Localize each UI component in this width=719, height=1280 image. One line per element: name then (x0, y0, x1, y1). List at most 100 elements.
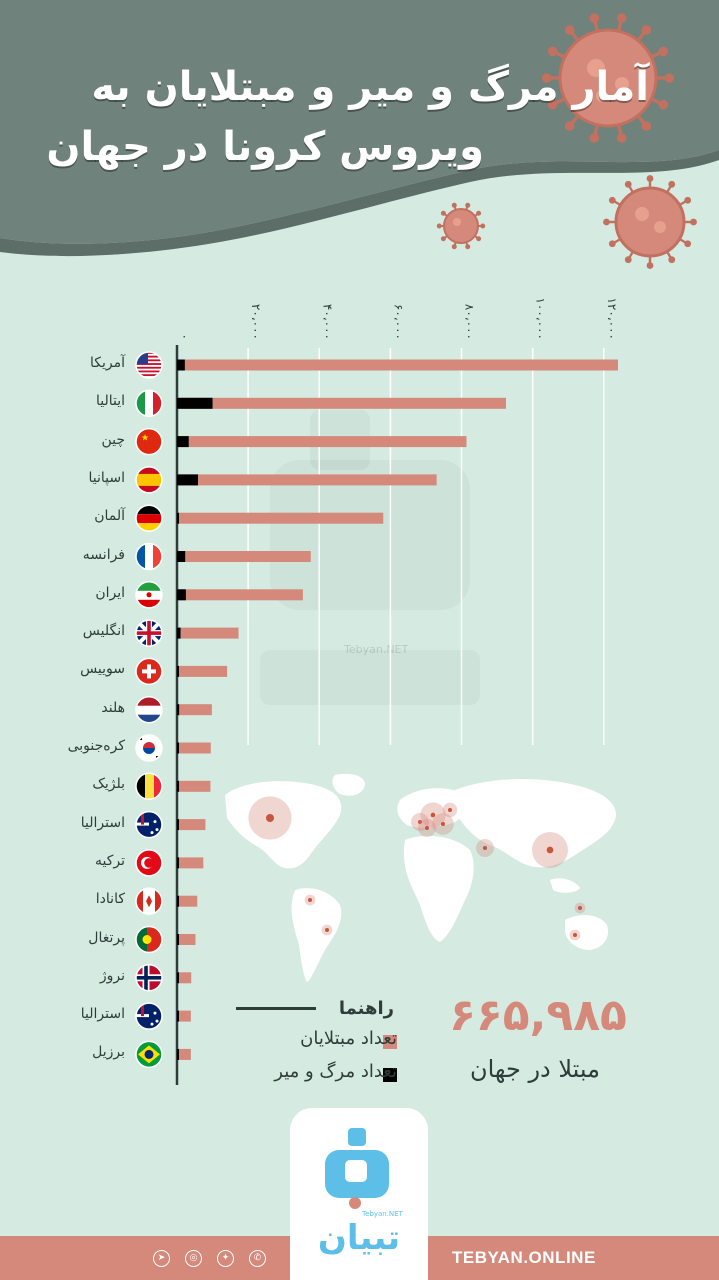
site-url[interactable]: TEBYAN.ONLINE (452, 1248, 596, 1267)
bar-deaths (177, 551, 186, 562)
country-label: ایتالیا (95, 393, 125, 410)
bar-cases (177, 436, 467, 448)
watermark-text: Tebyan.NET (344, 643, 409, 656)
country-label: برزیل (92, 1044, 125, 1061)
bar-deaths (177, 627, 181, 639)
country-label: کره‌جنوبی (67, 738, 125, 754)
x-tick-label: ۱۲۰،۰۰۰ (605, 297, 619, 340)
page-title-line-1: آمار مرگ و میر و مبتلایان به (91, 64, 649, 110)
country-label: فرانسه (82, 546, 125, 563)
us-flag-icon (135, 351, 163, 379)
country-label: چین (101, 431, 125, 448)
country-label: پرتغال (88, 929, 125, 946)
tebyan-logo-card[interactable]: Tebyan.NET تبیان (290, 1108, 428, 1280)
bar-deaths (177, 742, 179, 754)
country-label: هلند (101, 699, 125, 716)
bar-deaths (177, 665, 179, 677)
bar-cases (177, 895, 198, 907)
map-hotspot (573, 933, 577, 937)
map-hotspot (483, 846, 487, 850)
bar-deaths (177, 934, 179, 945)
country-label: آلمان (94, 508, 125, 525)
south-korea-flag-icon (135, 734, 163, 762)
turkey-flag-icon (135, 849, 163, 877)
bar-cases (177, 1048, 191, 1060)
x-tick-label: ۱۰۰،۰۰۰ (534, 297, 548, 340)
brazil-flag-icon (135, 1040, 163, 1069)
country-label: سوییس (80, 661, 125, 678)
bar-cases (177, 934, 196, 945)
map-hotspot (418, 820, 422, 824)
x-tick-label: ۸۰،۰۰۰ (463, 304, 477, 340)
switzerland-flag-icon (135, 657, 163, 686)
total-cases-number: ۶۶۵,۹۸۵ (449, 990, 627, 1041)
map-hotspot (325, 928, 329, 932)
bar-chart: ۰ ۲۰،۰۰۰ ۴۰،۰۰۰ ۶۰،۰۰۰ ۸۰،۰۰۰ ۱۰۰،۰۰۰ ۱۲۰،۰۰۰ … (135, 297, 619, 1085)
bar-cases (177, 704, 212, 716)
country-label: استرالیا (80, 814, 125, 831)
bar-deaths (177, 1048, 179, 1060)
bar-deaths (177, 819, 179, 831)
country-label: اسپانیا (88, 469, 126, 486)
x-tick-label: ۴۰،۰۰۰ (320, 304, 334, 340)
country-label: نروژ (99, 967, 125, 984)
bar-cases (177, 359, 618, 371)
logo-wordmark: تبیان (317, 1218, 401, 1258)
bar-deaths (177, 512, 179, 524)
bar-cases (177, 589, 303, 601)
map-hotspot (441, 822, 445, 826)
iran-flag-icon (135, 581, 163, 609)
bar-deaths (177, 436, 189, 448)
country-label: بلژیک (92, 776, 125, 793)
uk-flag-icon (135, 619, 163, 647)
netherlands-flag-icon (135, 695, 163, 724)
bar-cases (177, 742, 211, 754)
legend-title: راهنما (338, 998, 394, 1019)
country-label: ترکیه (94, 852, 125, 869)
map-hotspot (546, 846, 554, 854)
page-title-line-2: ویروس کرونا در جهان (46, 124, 484, 170)
twitter-icon[interactable]: ✦ (217, 1250, 234, 1267)
map-hotspot (266, 814, 274, 822)
country-label: ایران (95, 584, 125, 601)
italy-flag-icon (135, 389, 163, 418)
legend-swatch-deaths (383, 1068, 397, 1082)
bar-cases (177, 551, 311, 562)
bar-deaths (177, 397, 213, 409)
bar-deaths (177, 780, 179, 792)
country-label: کانادا (95, 891, 125, 908)
map-hotspot (308, 898, 312, 902)
x-tick-label: ۰ (178, 334, 192, 340)
australia-flag-icon (135, 1002, 163, 1030)
bar-cases (177, 474, 437, 486)
legend-item-deaths: تعداد مرگ و میر (274, 1061, 397, 1082)
x-tick-label: ۲۰،۰۰۰ (249, 304, 263, 340)
bar-cases (177, 512, 384, 524)
legend-item-cases: تعداد مبتلایان (300, 1028, 397, 1049)
total-cases-caption: مبتلا در جهان (469, 1055, 601, 1083)
canada-flag-icon (135, 887, 163, 915)
virus-icon (558, 28, 658, 128)
bar-deaths (177, 972, 179, 984)
country-label: آمریکا (89, 355, 125, 371)
country-label: استرالیا (80, 1006, 125, 1023)
legend-divider (236, 1007, 316, 1010)
tebyan-logo-icon (325, 1128, 389, 1209)
bar-cases (177, 1010, 191, 1022)
instagram-icon[interactable]: ◎ (185, 1250, 202, 1267)
bar-cases (177, 627, 239, 639)
germany-flag-icon (135, 504, 163, 532)
belgium-flag-icon (135, 772, 163, 801)
bar-deaths (177, 589, 186, 601)
bar-deaths (177, 1010, 179, 1022)
telegram-icon[interactable]: ➤ (153, 1250, 170, 1267)
map-hotspot (430, 812, 436, 818)
logo-subtext: Tebyan.NET (362, 1210, 403, 1218)
map-hotspot (578, 906, 582, 910)
legend-swatch-cases (383, 1035, 397, 1049)
bar-cases (177, 397, 506, 409)
bar-cases (177, 780, 211, 792)
whatsapp-icon[interactable]: ✆ (249, 1250, 266, 1267)
map-hotspot (448, 808, 452, 812)
bar-deaths (177, 857, 179, 869)
